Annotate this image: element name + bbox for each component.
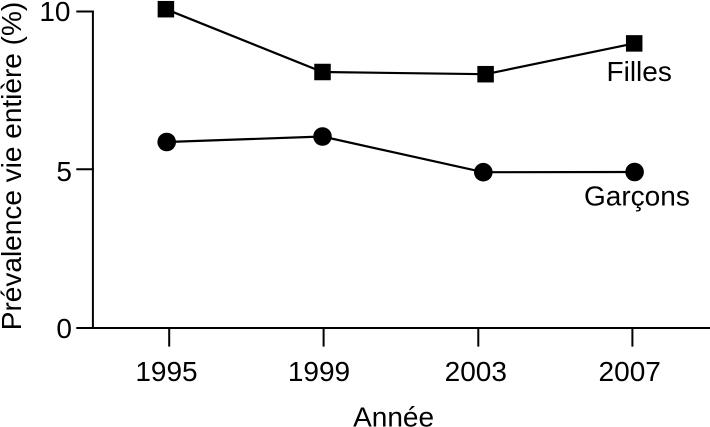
svg-text:10: 10: [39, 0, 70, 27]
svg-text:5: 5: [56, 156, 72, 187]
svg-text:Garçons: Garçons: [584, 181, 690, 212]
svg-text:1995: 1995: [135, 356, 197, 387]
svg-text:Prévalence vie entière (%): Prévalence vie entière (%): [0, 2, 27, 330]
svg-text:2003: 2003: [445, 356, 507, 387]
svg-text:0: 0: [56, 313, 72, 344]
svg-text:Filles: Filles: [607, 56, 672, 87]
svg-text:1999: 1999: [288, 356, 350, 387]
svg-text:Année: Année: [353, 402, 434, 427]
svg-text:2007: 2007: [599, 356, 661, 387]
